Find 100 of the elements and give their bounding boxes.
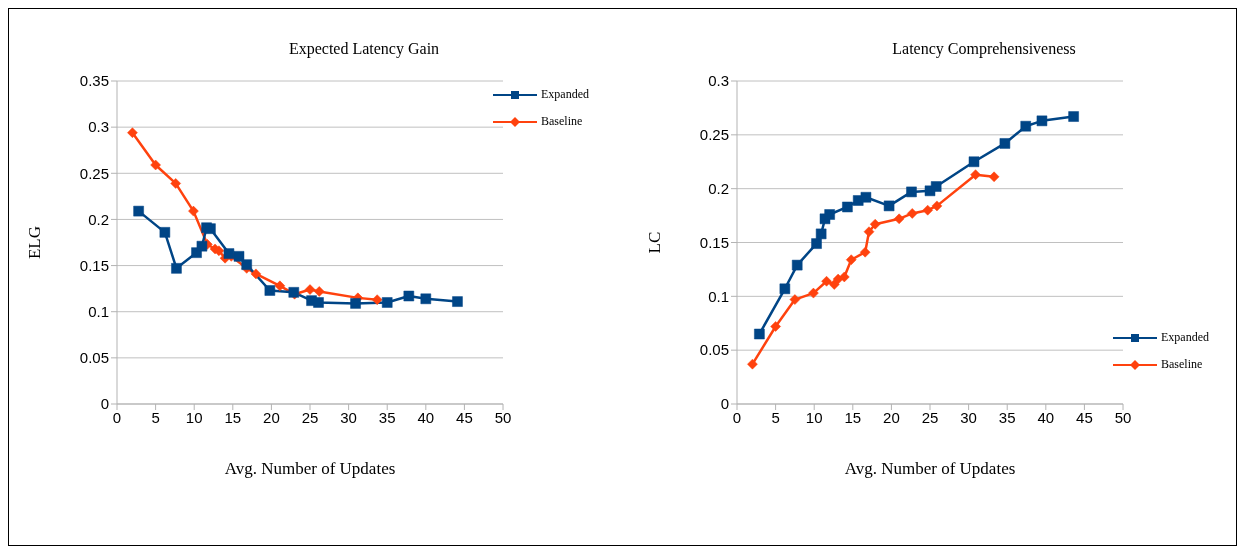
point (241, 259, 252, 270)
x-tick-label: 25 (921, 408, 939, 426)
x-tick-label: 30 (340, 408, 357, 426)
y-axis-title: LC (645, 231, 665, 254)
x-tick-label: 10 (805, 408, 823, 426)
point (747, 358, 758, 370)
y-tick-label: 0.15 (699, 233, 729, 251)
chart-title: Latency Comprehensiveness (891, 39, 1077, 60)
x-axis-title: Avg. Number of Updates (224, 459, 396, 478)
point (170, 178, 181, 189)
point (1068, 111, 1079, 122)
point (842, 201, 853, 213)
y-tick-label: 0 (100, 395, 109, 413)
point (250, 268, 262, 280)
x-tick-label: 0 (732, 408, 742, 426)
y-tick-label: 0.25 (699, 126, 729, 144)
point (863, 226, 875, 237)
y-tick-label: 0.1 (708, 287, 729, 305)
point (264, 285, 276, 296)
y-tick-label: 0.05 (699, 341, 729, 359)
x-tick-label: 25 (301, 408, 319, 426)
x-tick-label: 40 (1037, 408, 1055, 426)
point (779, 283, 791, 295)
x-tick-label: 45 (456, 408, 473, 426)
point (304, 284, 316, 295)
point (1020, 120, 1031, 132)
point (906, 186, 917, 198)
point (205, 223, 216, 234)
x-tick-label: 35 (378, 408, 396, 426)
x-tick-label: 20 (263, 408, 280, 426)
point (791, 259, 803, 271)
point (907, 208, 918, 219)
point (371, 294, 383, 305)
point (127, 127, 138, 138)
x-tick-label: 15 (844, 408, 862, 426)
chart-title: Expected Latency Gain (287, 39, 441, 60)
x-tick-label: 50 (494, 408, 512, 426)
legend-label: Expanded (1161, 330, 1209, 345)
point (970, 169, 981, 180)
point (930, 181, 942, 192)
point (988, 171, 1000, 183)
y-tick-label: 0.35 (79, 72, 109, 90)
point (808, 287, 819, 299)
x-tick-label: 5 (151, 408, 160, 426)
point (1036, 115, 1048, 127)
y-tick-label: 0.15 (79, 256, 109, 274)
y-tick-label: 0.2 (88, 210, 109, 228)
x-tick-label: 15 (224, 408, 242, 426)
y-axis-title: ELG (25, 225, 45, 260)
point (196, 240, 208, 252)
point (839, 271, 850, 283)
x-tick-label: 50 (1114, 408, 1132, 426)
y-tick-label: 0.1 (88, 303, 109, 321)
point (893, 213, 905, 225)
point (829, 279, 840, 290)
point (133, 205, 144, 217)
point (188, 205, 199, 217)
point (159, 227, 171, 238)
x-tick-label: 0 (112, 408, 122, 426)
x-tick-label: 10 (185, 408, 203, 426)
point (846, 254, 857, 265)
point (452, 296, 463, 307)
legend-label: Expanded (541, 87, 589, 102)
point (789, 294, 801, 305)
y-tick-label: 0.25 (79, 164, 109, 182)
point (313, 297, 324, 308)
point (883, 200, 895, 212)
point (403, 290, 415, 302)
x-tick-label: 5 (771, 408, 780, 426)
y-tick-label: 0.3 (708, 72, 729, 90)
point (274, 280, 286, 292)
legend-label: Baseline (541, 114, 583, 129)
point (999, 138, 1011, 149)
point (824, 209, 835, 220)
point (859, 246, 871, 258)
point (811, 238, 822, 249)
legend-label: Baseline (1161, 357, 1203, 372)
point (350, 298, 361, 309)
x-axis-title: Avg. Number of Updates (844, 459, 1016, 478)
point (821, 276, 832, 287)
point (931, 200, 943, 212)
point (233, 251, 245, 262)
x-tick-label: 20 (883, 408, 900, 426)
point (420, 293, 432, 305)
point (968, 156, 980, 167)
point (922, 204, 933, 216)
y-tick-label: 0 (720, 395, 729, 413)
y-tick-label: 0.05 (79, 349, 109, 367)
point (869, 218, 881, 230)
point (150, 159, 161, 171)
y-tick-label: 0.3 (88, 118, 109, 136)
point (381, 297, 393, 308)
x-tick-label: 45 (1076, 408, 1093, 426)
x-tick-label: 35 (998, 408, 1016, 426)
point (815, 228, 827, 240)
x-tick-label: 40 (417, 408, 435, 426)
y-tick-label: 0.2 (708, 179, 729, 197)
x-tick-label: 30 (960, 408, 977, 426)
point (314, 286, 325, 297)
point (770, 321, 781, 332)
